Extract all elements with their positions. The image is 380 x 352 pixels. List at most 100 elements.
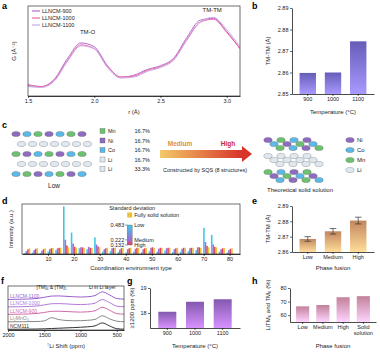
bar (128, 248, 130, 254)
axis-title: Temperature (°C) (172, 343, 218, 349)
line (8, 323, 124, 329)
bar (26, 251, 28, 254)
atom (72, 161, 80, 166)
atom (78, 131, 86, 136)
axis-title: ≥1200 ppm (%) (129, 288, 135, 329)
tick-label: Medium (313, 324, 333, 330)
axis: 1.52.02.53.0 (25, 96, 241, 104)
atom (277, 169, 285, 174)
atom (50, 141, 58, 146)
atom (56, 171, 64, 176)
annotation: TM-TM (203, 7, 222, 13)
panel-label: d (2, 196, 8, 206)
arrow-label: High (221, 140, 235, 148)
bar (192, 248, 194, 254)
bar (169, 248, 171, 254)
atom (270, 173, 278, 178)
frame (8, 286, 124, 330)
axis-line (290, 289, 291, 323)
panel: d1020304050607080Coordination environmen… (2, 196, 241, 271)
tick-label: 60 (175, 256, 181, 262)
tick: 2000 (2, 330, 14, 338)
atom (290, 153, 298, 158)
tick: 2.86 (278, 249, 292, 255)
bar (195, 250, 197, 254)
bar (130, 248, 132, 254)
tick-label: 1.5 (25, 98, 33, 104)
tick: 3.0 (223, 96, 231, 104)
tick: 50 (149, 254, 155, 262)
tick: 80 (227, 254, 233, 262)
axis-title: TM-TM (Å) (265, 215, 271, 244)
atom (45, 131, 53, 136)
tick: 40 (123, 254, 129, 262)
bar (296, 306, 309, 322)
tick: 20 (71, 254, 77, 262)
atom (276, 145, 284, 150)
diagram: cLowMn16.7%Ni16.7%Co16.7%Li16.7%Li33.3%M… (2, 120, 365, 193)
error-bar-part (304, 236, 311, 237)
figure: a1.52.02.53.0r (Å)G (Å⁻²)TM-OTM-TMLLNCM-… (0, 0, 380, 352)
bar (177, 248, 179, 254)
tick: 2.87 (278, 48, 292, 54)
atom (72, 141, 80, 146)
bar (203, 228, 205, 254)
arrow-head (242, 146, 252, 162)
tick-label: 2.86 (278, 70, 289, 76)
atom (34, 151, 42, 156)
tick-label: Medium (323, 254, 343, 260)
legend: LLNCM-900LLNCM-1000LLNCM-1100 (32, 8, 75, 28)
bar (72, 244, 74, 254)
axis-line (29, 96, 241, 97)
tick: 2.88 (278, 219, 292, 225)
panel-label: c (2, 120, 7, 130)
bar (337, 297, 350, 322)
tick: Solidsolution (354, 322, 373, 336)
bar (75, 248, 77, 254)
axis: 2.862.872.882.89 (278, 203, 293, 255)
bar (88, 247, 90, 254)
tick: 2.88 (278, 27, 292, 33)
bar (37, 248, 39, 254)
atom (290, 137, 298, 142)
composition-element: Ni (108, 138, 113, 144)
tick: 2.86 (278, 70, 292, 76)
plot-area (300, 41, 367, 94)
atom (78, 171, 86, 176)
bar (47, 252, 49, 254)
panel-label: h (252, 276, 258, 286)
bar (152, 247, 154, 254)
atom (45, 171, 53, 176)
atom (270, 141, 278, 146)
bar (79, 248, 81, 254)
bar (58, 248, 60, 254)
arrow-caption: Constructed by SQS (8 structures) (163, 167, 247, 173)
tick: 2.85 (278, 91, 292, 97)
axis-title: ⁷Li Shift (ppm) (47, 343, 85, 349)
atom (264, 137, 272, 142)
tick-label: 2.87 (278, 48, 289, 54)
atom (67, 131, 75, 136)
panel-label: e (252, 196, 257, 206)
bar (316, 305, 329, 322)
tick-label: 2.5 (157, 98, 165, 104)
tick-label: 2.87 (278, 234, 289, 240)
tick-mark (288, 302, 290, 303)
atom (289, 177, 297, 182)
plot-area (158, 299, 231, 328)
atom (296, 157, 304, 162)
axis: 607080 (280, 285, 290, 322)
atom (23, 131, 31, 136)
atom (78, 151, 86, 156)
bar (164, 251, 166, 254)
tick-label: Solidsolution (354, 324, 373, 336)
tick-label: High (337, 324, 348, 330)
line (8, 316, 124, 322)
bar (111, 248, 113, 254)
legend-label: Mn (357, 157, 365, 163)
bar (41, 251, 43, 254)
bar (350, 221, 366, 252)
tick: 2.5 (157, 96, 165, 104)
atom (303, 169, 311, 174)
legend-label: High (134, 242, 145, 248)
